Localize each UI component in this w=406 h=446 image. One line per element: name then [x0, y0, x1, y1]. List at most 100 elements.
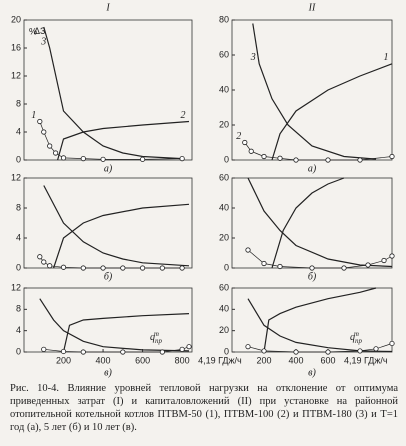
y-axis-label: % [29, 26, 37, 36]
y-tick-label: 40 [219, 304, 229, 314]
y-tick-label: 0 [16, 154, 21, 164]
data-point [293, 349, 299, 355]
data-point [80, 349, 86, 355]
data-point [80, 265, 86, 271]
data-point [37, 118, 43, 125]
data-point [120, 265, 126, 271]
subplot-label: а) [104, 163, 113, 174]
data-point [277, 263, 283, 270]
y-tick-label: 0 [16, 262, 21, 272]
data-point [261, 153, 267, 160]
data-point [389, 153, 395, 160]
curve-label: 2 [236, 131, 241, 142]
plot-frame [23, 287, 193, 353]
data-point [186, 344, 192, 350]
data-point [60, 264, 67, 270]
data-point [309, 265, 315, 271]
y-tick-label: 12 [11, 282, 21, 292]
curve-label: 1 [31, 110, 36, 121]
data-point [60, 348, 67, 355]
curve [43, 26, 183, 160]
data-point [373, 346, 379, 352]
data-point [261, 348, 267, 354]
data-point [381, 257, 387, 264]
data-point [53, 150, 59, 156]
annotation: qпрт [150, 330, 163, 345]
data-point [139, 265, 146, 271]
curve [271, 177, 345, 269]
subplot-label: б) [104, 271, 113, 282]
y-tick-label: 40 [219, 84, 229, 94]
data-point [242, 139, 248, 146]
data-point [41, 259, 47, 265]
data-point [325, 349, 331, 355]
data-point [47, 143, 53, 149]
y-tick-label: 4 [16, 232, 21, 242]
data-point [100, 156, 106, 162]
curve-label: 3 [250, 52, 256, 63]
annotation-sup: т [154, 330, 159, 338]
plot-frame [231, 177, 393, 269]
annotation-text: q [150, 332, 155, 343]
plot-frame [23, 19, 193, 161]
column-title: II [308, 2, 316, 13]
subplot-label: в) [308, 367, 316, 378]
data-point [389, 340, 395, 347]
curve [252, 23, 377, 160]
data-point [325, 157, 331, 163]
y-tick-label: 0 [224, 262, 229, 272]
marker-line [247, 249, 393, 269]
curve-label: 3 [40, 36, 46, 47]
data-point [159, 349, 165, 355]
y-tick-label: 8 [16, 98, 21, 108]
data-point [245, 247, 251, 253]
caption: Рис. 10-4. Влияние уровней тепловой нагр… [10, 383, 398, 433]
y-tick-label: 60 [219, 172, 229, 182]
y-tick-label: 80 [219, 14, 229, 24]
y-tick-label: 0 [224, 346, 229, 356]
data-point [245, 344, 251, 350]
curve [62, 313, 190, 353]
curve-label: 2 [181, 110, 186, 121]
y-tick-label: 16 [11, 42, 21, 52]
curve [247, 298, 393, 353]
data-point [41, 346, 47, 352]
data-point [293, 157, 299, 163]
data-point [120, 349, 126, 355]
y-tick-label: 0 [224, 154, 229, 164]
x-axis-label: 4,19 ГДж/ч [198, 355, 242, 365]
data-point [139, 156, 146, 162]
data-point [179, 156, 185, 162]
x-tick-label: 200 [256, 355, 271, 365]
data-point [389, 253, 395, 259]
data-point [357, 348, 363, 354]
data-point [80, 156, 86, 162]
y-tick-label: 4 [16, 126, 21, 136]
data-point [60, 155, 67, 161]
subplot-label: а) [308, 163, 317, 174]
y-tick-label: 4 [16, 325, 21, 335]
data-point [357, 157, 363, 163]
y-tick-label: 8 [16, 202, 21, 212]
plot-frame [231, 287, 393, 353]
annotation-text: ΔЗ [34, 26, 45, 36]
data-point [47, 263, 53, 269]
curve-label: 1 [384, 52, 389, 63]
y-tick-label: 12 [11, 172, 21, 182]
y-tick-label: 20 [219, 119, 229, 129]
curve [43, 185, 190, 267]
curve [57, 120, 190, 161]
y-tick-label: 40 [219, 202, 229, 212]
y-tick-label: 0 [16, 346, 21, 356]
x-tick-label: 400 [96, 355, 111, 365]
y-tick-label: 20 [219, 232, 229, 242]
annotation-text: q [350, 332, 355, 343]
marker-line [39, 256, 183, 269]
curve [39, 298, 190, 352]
column-title: I [105, 2, 110, 13]
curve [271, 63, 393, 161]
data-point [37, 254, 43, 260]
data-point [159, 265, 165, 271]
